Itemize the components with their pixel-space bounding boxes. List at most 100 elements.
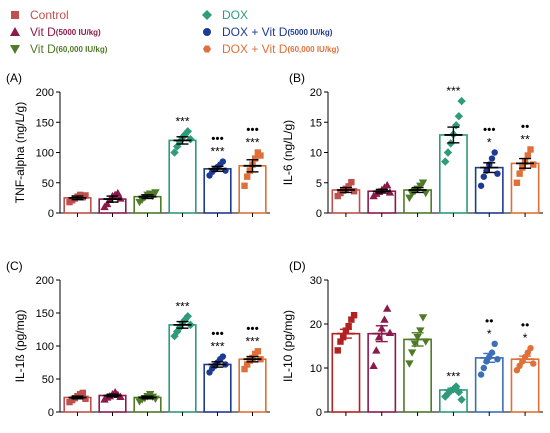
- y-tick-label: 100: [36, 341, 54, 353]
- legend-marker: [203, 28, 211, 36]
- y-tick-label: 20: [310, 87, 322, 99]
- data-point: [219, 353, 227, 360]
- data-point: [348, 316, 355, 323]
- legend-dose: (5000 IU/kg): [55, 27, 101, 37]
- panel-label: (A): [6, 71, 22, 85]
- y-tick-label: 10: [310, 363, 322, 375]
- y-tick-label: 150: [36, 117, 54, 129]
- significance-label: ***: [210, 340, 224, 354]
- significance-label: •••: [211, 132, 224, 146]
- data-point: [251, 155, 259, 162]
- chart-panel: (C)IL-1ß (pg/mg)050100150200******•••***…: [6, 259, 270, 419]
- legend-item: Control: [8, 8, 69, 22]
- bar-group: ***: [168, 114, 197, 217]
- bar: [403, 338, 433, 413]
- data-point: [443, 148, 453, 157]
- data-point: [530, 360, 537, 367]
- data-point: [79, 389, 87, 397]
- chart-panel: (A)TNF-alpha (ng/L/g)050100150200******•…: [6, 71, 270, 220]
- data-point: [488, 349, 496, 356]
- data-point: [382, 180, 392, 189]
- data-point: [418, 179, 428, 187]
- data-point: [405, 360, 414, 368]
- bar-group: ***•••: [238, 123, 267, 217]
- bar-group: [133, 390, 162, 416]
- bar-group: [331, 312, 361, 416]
- legend: Control Vit D (5000 IU/kg) Vit D (60,000 I…: [0, 0, 550, 64]
- data-point: [348, 178, 355, 186]
- significance-label: ***: [446, 84, 460, 98]
- data-point: [337, 338, 344, 345]
- data-point: [113, 188, 123, 197]
- y-tick-label: 0: [48, 208, 54, 220]
- legend-label: Vit D: [30, 42, 56, 56]
- data-point: [416, 327, 425, 335]
- data-point: [243, 361, 251, 368]
- data-point: [350, 188, 358, 195]
- data-point: [243, 173, 251, 180]
- y-tick-label: 100: [36, 148, 54, 160]
- y-axis-label: TNF-alpha (ng/L/g): [13, 102, 27, 203]
- legend-marker-shape: [203, 45, 211, 53]
- bar-group: ***•••: [203, 327, 232, 416]
- bar-group: ***•••: [238, 321, 267, 416]
- significance-label: ***: [175, 114, 189, 128]
- data-point: [334, 347, 341, 354]
- legend-item: Vit D (5000 IU/kg): [8, 25, 101, 39]
- data-point: [339, 334, 347, 341]
- data-point: [457, 96, 466, 106]
- panel-label: (D): [289, 259, 306, 273]
- legend-label: Vit D: [30, 25, 56, 39]
- y-tick-label: 0: [316, 407, 322, 419]
- data-point: [350, 312, 358, 319]
- bar-group: ***: [438, 84, 468, 217]
- y-tick-label: 0: [48, 407, 54, 419]
- significance-label: **: [520, 132, 530, 146]
- data-point: [246, 167, 254, 174]
- legend-label: Control: [30, 8, 69, 22]
- legend-marker: [11, 11, 19, 19]
- y-tick-label: 200: [36, 87, 54, 99]
- significance-label: *: [487, 136, 492, 150]
- data-point: [494, 170, 501, 177]
- bar: [510, 162, 540, 214]
- y-tick-label: 5: [316, 178, 322, 190]
- data-point: [477, 182, 485, 189]
- significance-label: ***: [446, 369, 460, 383]
- data-point: [407, 349, 417, 357]
- bar-group: ***•••: [203, 132, 232, 217]
- legend-marker: [10, 45, 20, 54]
- bar-group: ***: [438, 369, 468, 416]
- data-point: [527, 345, 534, 352]
- significance-label: •••: [211, 327, 224, 341]
- data-point: [441, 157, 450, 166]
- data-point: [418, 314, 428, 322]
- bar: [367, 332, 397, 413]
- y-axis-label: IL-6 (ng/L/g): [281, 120, 295, 185]
- y-tick-label: 50: [42, 374, 54, 386]
- bar: [331, 332, 361, 413]
- data-point: [477, 371, 485, 378]
- significance-label: ***: [175, 299, 189, 313]
- data-point: [382, 304, 392, 312]
- data-point: [257, 152, 264, 159]
- significance-label: •••: [483, 123, 496, 137]
- legend-item: Vit D (60,000 IU/kg): [8, 42, 107, 56]
- data-point: [421, 189, 430, 198]
- legend-marker-shape: [10, 27, 20, 36]
- significance-label: ***: [245, 334, 259, 348]
- bar-group: *••: [510, 318, 540, 416]
- bar-group: **••: [510, 119, 540, 217]
- legend-dose: (5000 IU/kg): [287, 27, 333, 37]
- data-point: [183, 127, 193, 136]
- y-tick-label: 150: [36, 308, 54, 320]
- data-point: [380, 315, 389, 323]
- data-point: [372, 346, 381, 354]
- significance-label: *: [487, 327, 492, 341]
- y-tick-label: 0: [316, 208, 322, 220]
- bar-group: *•••: [474, 123, 504, 217]
- data-point: [241, 182, 248, 189]
- legend-marker-shape: [202, 10, 212, 20]
- bar-group: [98, 388, 127, 416]
